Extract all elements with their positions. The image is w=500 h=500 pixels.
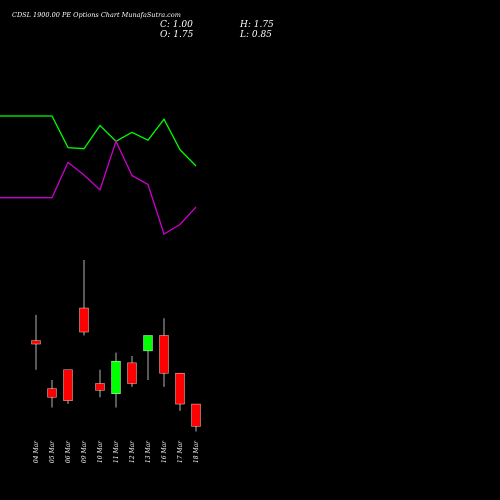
candle-body <box>127 362 137 384</box>
chart-title: CDSL 1900.00 PE Options Chart MunafaSutr… <box>12 11 181 19</box>
indicator-lines <box>0 115 197 235</box>
date-tick-label: 06 Mar <box>65 440 72 463</box>
indicator-line-magenta <box>0 139 197 235</box>
candle-body <box>159 335 169 374</box>
date-tick-label: 17 Mar <box>177 440 184 463</box>
date-tick-label: 13 Mar <box>145 440 152 463</box>
date-tick-label: 16 Mar <box>161 440 168 463</box>
candle-body <box>47 388 57 398</box>
close-value: C: 1.00 <box>160 20 193 30</box>
date-tick-label: 11 Mar <box>113 440 120 463</box>
date-tick-label: 05 Mar <box>49 440 56 463</box>
candlestick-series <box>31 260 201 432</box>
candle-body <box>191 403 201 427</box>
candle-body <box>95 383 105 391</box>
candle-body <box>79 307 89 333</box>
low-value: L: 0.85 <box>239 30 272 40</box>
open-value: O: 1.75 <box>160 30 194 40</box>
high-value: H: 1.75 <box>239 20 274 30</box>
date-tick-label: 04 Mar <box>33 440 40 463</box>
date-tick-label: 10 Mar <box>97 440 104 463</box>
candle-body <box>31 340 41 345</box>
candle-body <box>143 335 153 352</box>
candle-body <box>175 372 185 405</box>
date-tick-label: 12 Mar <box>129 440 136 463</box>
date-tick-label: 18 Mar <box>193 440 200 463</box>
candle-body <box>63 369 73 401</box>
date-axis-labels: 04 Mar 05 Mar 06 Mar 09 Mar 10 Mar 11 Mar 12 M… <box>33 440 200 463</box>
candle-body <box>111 360 121 394</box>
date-tick-label: 09 Mar <box>81 440 88 463</box>
